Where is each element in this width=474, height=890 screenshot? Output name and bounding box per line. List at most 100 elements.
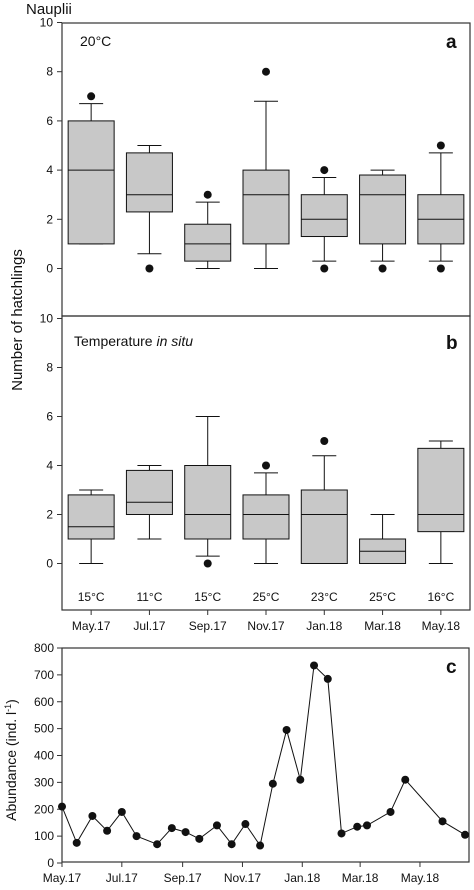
- y-tick-label: 0: [47, 856, 54, 870]
- x-tick-label: Jan.18: [306, 619, 342, 633]
- abundance-point: [181, 828, 190, 837]
- box-iqr: [300, 489, 348, 564]
- x-tick-label: Mar.18: [342, 871, 379, 885]
- box-outlier: [320, 264, 329, 273]
- box-iqr: [125, 469, 173, 515]
- abundance-point: [268, 779, 277, 788]
- y-tick-label: 100: [34, 829, 54, 843]
- panel-c-frame: [61, 647, 470, 863]
- box-iqr: [125, 152, 173, 213]
- y-tick-label: 10: [40, 16, 54, 30]
- box-outlier: [203, 190, 212, 199]
- y-tick-label: 4: [46, 459, 53, 473]
- y-tick-label: 200: [34, 802, 54, 816]
- abundance-point: [401, 775, 410, 784]
- temperature-label: 15°C: [78, 590, 105, 604]
- x-tick-label: May.17: [43, 871, 82, 885]
- panel-a-annotation: 20°C: [80, 33, 111, 49]
- y-tick-label: 10: [40, 312, 54, 326]
- temperature-label: 23°C: [311, 590, 338, 604]
- abundance-point: [353, 822, 362, 831]
- box-iqr: [417, 447, 465, 533]
- x-tick-label: May.18: [401, 871, 440, 885]
- box-outlier: [436, 141, 445, 150]
- y-tick-label: 400: [34, 749, 54, 763]
- abundance-point: [323, 674, 332, 683]
- y-tick-label: 0: [46, 262, 53, 276]
- y-tick-label: 600: [34, 695, 54, 709]
- shared-y-axis-label: Number of hatchlings: [9, 249, 26, 391]
- y-tick-label: 8: [46, 65, 53, 79]
- y-tick-label: 2: [46, 212, 53, 226]
- y-tick-label: 4: [46, 163, 53, 177]
- temperature-label: 11°C: [136, 590, 162, 604]
- box-outlier: [203, 559, 212, 568]
- x-tick-label: Jul.17: [133, 619, 165, 633]
- x-tick-label: May.17: [72, 619, 111, 633]
- abundance-point: [282, 725, 291, 734]
- x-tick-label: Jul.17: [106, 871, 138, 885]
- x-tick-label: Jan.18: [284, 871, 320, 885]
- temperature-label: 15°C: [194, 590, 221, 604]
- panel-c: Abundance (ind. l-1) c 0 100 200 300 400 500 6…: [3, 641, 470, 885]
- abundance-series-line: [61, 664, 466, 847]
- panel-b: Temperature in situ b 0 2 4 6 8 10 15°C 11°C 15°…: [40, 312, 471, 633]
- y-tick-label: 2: [46, 508, 53, 522]
- y-tick-label: 300: [34, 775, 54, 789]
- abundance-point: [167, 824, 176, 833]
- temperature-label: 16°C: [427, 590, 454, 604]
- y-tick-label: 500: [34, 722, 54, 736]
- x-tick-label: Nov.17: [247, 619, 284, 633]
- abundance-point: [103, 826, 112, 835]
- abundance-point: [117, 807, 126, 816]
- abundance-point: [241, 820, 250, 829]
- abundance-point: [88, 811, 97, 820]
- panel-c-y-axis-label: Abundance (ind. l-1): [3, 699, 19, 821]
- x-tick-label: Sep.17: [189, 619, 227, 633]
- abundance-point: [337, 829, 346, 838]
- y-tick-label: 8: [46, 361, 53, 375]
- y-tick-label: 800: [34, 641, 54, 655]
- abundance-point: [310, 661, 319, 670]
- y-tick-label: 6: [46, 114, 53, 128]
- figure-title: Nauplii: [26, 1, 72, 18]
- abundance-point: [256, 841, 265, 850]
- box-outlier: [262, 461, 270, 470]
- panel-b-label: b: [446, 333, 458, 354]
- x-tick-label: Sep.17: [164, 871, 202, 885]
- box-iqr: [242, 169, 290, 245]
- y-tick-label: 6: [46, 410, 53, 424]
- abundance-point: [58, 802, 66, 811]
- box-outlier: [145, 264, 154, 273]
- box-outlier: [262, 67, 270, 76]
- box-iqr: [184, 465, 232, 540]
- abundance-point: [153, 840, 162, 849]
- box-iqr: [67, 120, 115, 245]
- box-outlier: [320, 166, 329, 175]
- temperature-label: 25°C: [253, 590, 280, 604]
- box-outlier: [436, 264, 445, 273]
- abundance-point: [438, 817, 447, 826]
- box-outlier: [87, 92, 96, 101]
- box-iqr: [67, 494, 115, 540]
- abundance-point: [227, 840, 236, 849]
- box-iqr: [242, 494, 290, 540]
- x-tick-label: May.18: [422, 619, 461, 633]
- y-tick-label: 0: [46, 557, 53, 571]
- box-iqr: [300, 194, 348, 238]
- x-tick-label: Mar.18: [364, 619, 401, 633]
- abundance-point: [195, 834, 204, 843]
- abundance-point: [132, 832, 141, 841]
- box-iqr: [184, 223, 232, 262]
- abundance-point: [212, 821, 221, 830]
- y-tick-label: 700: [34, 668, 54, 682]
- temperature-label: 25°C: [369, 590, 396, 604]
- abundance-point: [296, 775, 305, 784]
- panel-a: 20°C a 0 2 4 6 8 10: [40, 16, 471, 317]
- abundance-point: [386, 807, 395, 816]
- box-outlier: [378, 264, 387, 273]
- abundance-point: [461, 830, 470, 839]
- box-iqr: [359, 174, 407, 245]
- panel-c-label: c: [446, 657, 457, 678]
